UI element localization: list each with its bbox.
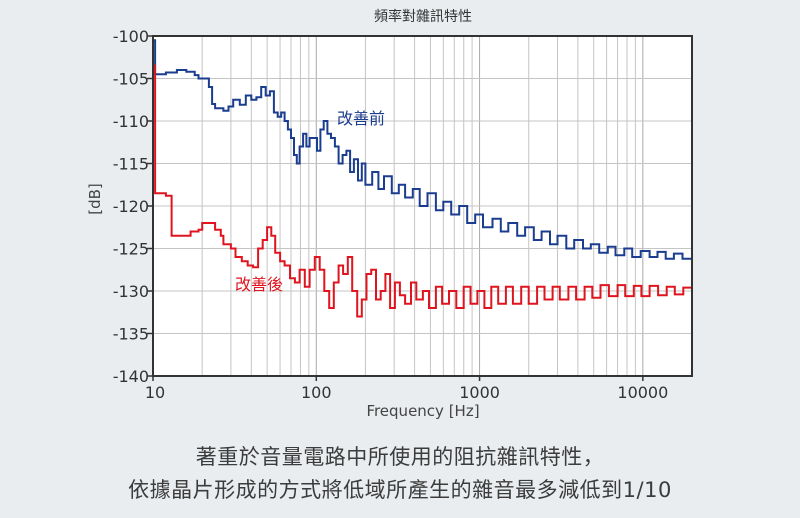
series-line-after [153,64,693,318]
y-tick-label: -115 [113,155,149,174]
x-tick-label: 100 [301,383,332,402]
y-tick-label: -140 [113,367,149,386]
series-layer [153,39,693,318]
y-tick-label: -135 [113,325,149,344]
noise-chart: -100 -105 -110 -115 -120 -125 -130 -135 -140 10 10… [86,8,693,420]
y-tick-label: -105 [113,70,149,89]
x-axis-label: Frequency [Hz] [366,402,479,420]
grid [153,36,692,376]
x-tick-label: 1000 [459,383,500,402]
x-tick-label: 10000 [617,383,668,402]
x-tick-label: 10 [145,383,165,402]
series-line-before [153,39,693,260]
y-tick-label: -100 [113,27,149,46]
y-tick-label: -120 [113,197,149,216]
series-label-before: 改善前 [337,109,385,128]
y-tick-label: -110 [113,112,149,131]
series-label-after: 改善後 [235,275,283,294]
caption-line-1: 著重於音量電路中所使用的阻抗雜訊特性， [195,445,605,469]
y-axis-label: [dB] [86,183,104,215]
y-tick-label: -125 [113,240,149,259]
chart-title: 頻率對雜訊特性 [374,8,472,25]
caption-line-2: 依據晶片形成的方式將低域所產生的雜音最多減低到1/10 [128,478,672,502]
y-tick-label: -130 [113,282,149,301]
